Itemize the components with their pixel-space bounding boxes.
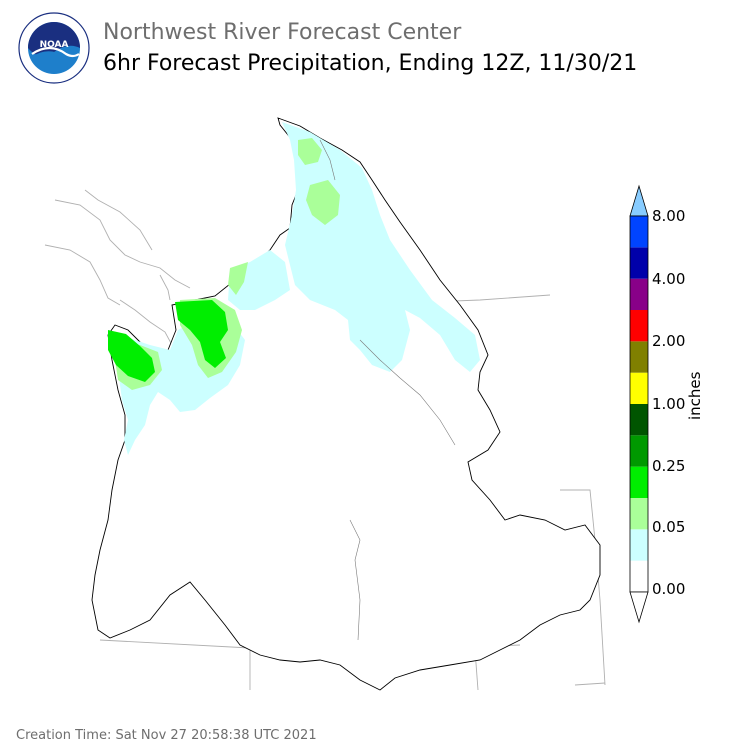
colorbar-bin: [630, 435, 648, 467]
colorbar-tick-label: 4.00: [652, 270, 686, 288]
sub-basin-lines: [319, 139, 456, 641]
colorbar-bin: [630, 247, 648, 279]
basin-boundary: [91, 117, 601, 691]
colorbar-bin: [630, 372, 648, 404]
colorbar-bin: [630, 216, 648, 248]
page-title: Northwest River Forecast Center: [103, 20, 462, 45]
noaa-logo: NOAA: [18, 12, 90, 84]
colorbar-bin: [630, 341, 648, 373]
colorbar-tick-label: 0.25: [652, 457, 686, 475]
colorbar-tick-label: 2.00: [652, 332, 686, 350]
colorbar-bin: [630, 278, 648, 310]
page-subtitle: 6hr Forecast Precipitation, Ending 12Z, …: [103, 51, 638, 76]
precip-heavy: [108, 300, 228, 382]
colorbar-tick-label: 0.05: [652, 518, 686, 536]
colorbar-tick-label: 8.00: [652, 207, 686, 225]
colorbar-over-triangle: [629, 184, 649, 217]
colorbar-bin: [630, 310, 648, 342]
colorbar-bin: [630, 404, 648, 436]
colorbar-under-triangle: [629, 591, 649, 624]
logo-text: NOAA: [40, 40, 69, 50]
precipitation-colorbar: [629, 184, 649, 624]
colorbar-bin: [630, 466, 648, 498]
colorbar-tick-label: 0.00: [652, 580, 686, 598]
colorbar-bin: [630, 529, 648, 561]
colorbar-title: inches: [686, 371, 704, 420]
colorbar-bin: [630, 498, 648, 530]
colorbar-bin: [630, 560, 648, 592]
creation-time: Creation Time: Sat Nov 27 20:58:38 UTC 2…: [16, 728, 317, 743]
colorbar-tick-label: 1.00: [652, 395, 686, 413]
